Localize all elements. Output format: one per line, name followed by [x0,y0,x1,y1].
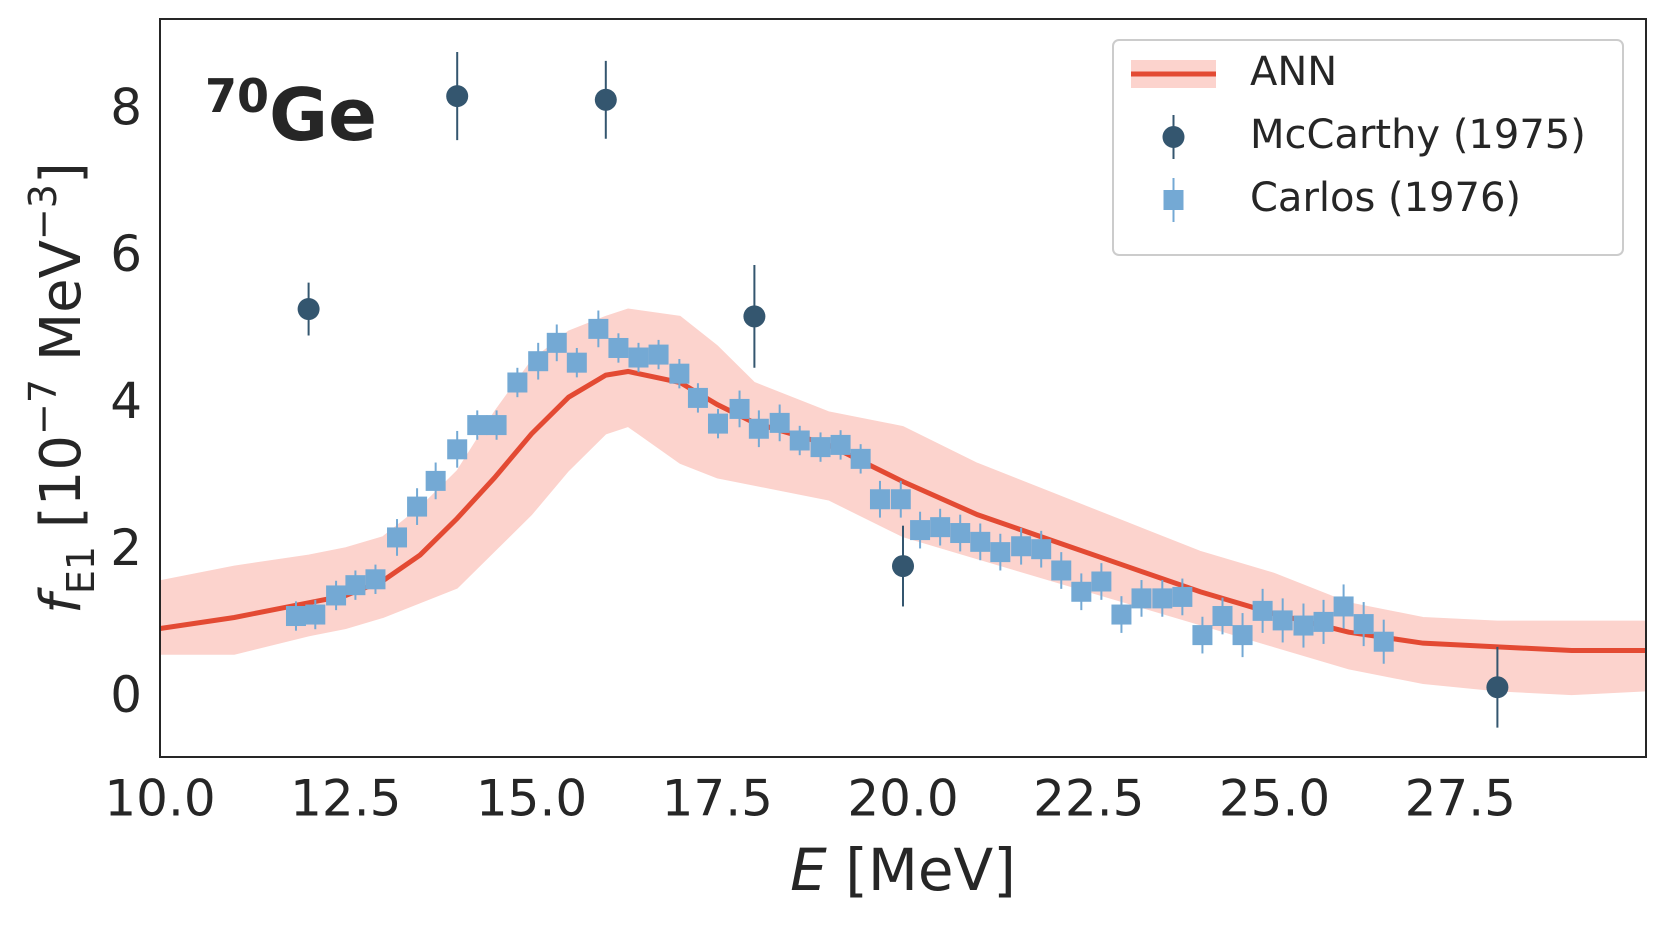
x-tick-label: 27.5 [1405,770,1516,828]
marker [628,347,649,368]
legend: ANN McCarthy (1975) Carlos (1976) [1112,39,1624,256]
y-tick-label: 6 [110,225,142,283]
y-tick-label: 8 [110,78,142,136]
legend-box [1112,39,1624,256]
marker [830,434,851,455]
marker [869,489,890,510]
x-label-var: E [790,836,827,904]
marker [748,418,769,439]
marker [285,606,306,627]
x-tick-label: 12.5 [290,770,401,828]
y-label-part: [10 [29,435,94,546]
y-label-part: −7 [21,379,65,435]
marker [1373,631,1394,652]
y-tick-label: 0 [110,666,142,724]
marker [970,531,991,552]
marker [950,523,971,544]
marker [669,363,690,384]
plot-area [160,52,1646,728]
marker [425,470,446,491]
marker [1272,610,1293,631]
legend-label: ANN [1250,49,1337,95]
marker [1252,600,1273,621]
x-tick-label: 10.0 [104,770,215,828]
marker [446,85,469,108]
annotation: 70Ge [205,69,377,157]
marker [1293,615,1314,636]
axes-frame [159,18,1647,758]
marker [486,415,507,436]
marker [1011,536,1032,557]
x-tick-label: 15.0 [476,770,587,828]
marker [890,489,911,510]
marker [990,542,1011,563]
y-label-part: ] [29,162,94,184]
x-tick-label: 20.0 [847,770,958,828]
marker [707,413,728,434]
marker [1333,596,1354,617]
marker [305,604,326,625]
y-label-part: −3 [21,184,65,240]
x-tick-label: 25.0 [1219,770,1330,828]
y-label-part: MeV [29,240,94,379]
legend-label: McCarthy (1975) [1250,112,1586,158]
y-tick-label: 4 [110,372,142,430]
x-tick-label: 17.5 [662,770,773,828]
marker [1353,614,1374,635]
marker [467,415,488,436]
y-tick-label: 2 [110,519,142,577]
marker [1212,606,1233,627]
marker [1313,611,1334,632]
annotation-element: Ge [269,73,377,157]
marker [743,305,766,328]
marker [1031,539,1052,560]
annotation-mass: 70 [205,69,269,123]
marker [365,569,386,590]
marker [608,337,629,358]
x-label-unit: [MeV] [827,836,1016,904]
marker [345,575,366,596]
marker [729,398,750,419]
marker [769,412,790,433]
marker [930,517,951,538]
marker [1172,586,1193,607]
marker [1232,625,1253,646]
marker [1051,560,1072,581]
marker [687,387,708,408]
marker [1192,625,1213,646]
marker [850,448,871,469]
marker [1111,604,1132,625]
marker [594,88,617,111]
marker [566,352,587,373]
marker [810,437,831,458]
marker [297,298,320,321]
marker [789,430,810,451]
y-label-part: E1 [59,546,103,594]
marker [1163,190,1184,210]
marker [507,372,528,393]
marker [447,439,468,460]
marker [546,332,567,353]
marker [1091,571,1112,592]
marker [1071,581,1092,602]
marker [1486,676,1509,699]
marker [910,520,931,541]
marker [528,351,549,372]
x-tick-label: 22.5 [1033,770,1144,828]
legend-label: Carlos (1976) [1250,175,1521,221]
x-axis-label: E [MeV] [790,836,1016,904]
marker [892,555,914,578]
marker [1152,588,1173,609]
marker [588,318,609,339]
marker [648,344,669,365]
marker [407,496,428,517]
marker [1162,126,1185,148]
marker [326,585,347,606]
y-axis-label: fE1 [10−7 MeV−3] [21,162,103,614]
marker [387,527,408,548]
marker [1131,588,1152,609]
